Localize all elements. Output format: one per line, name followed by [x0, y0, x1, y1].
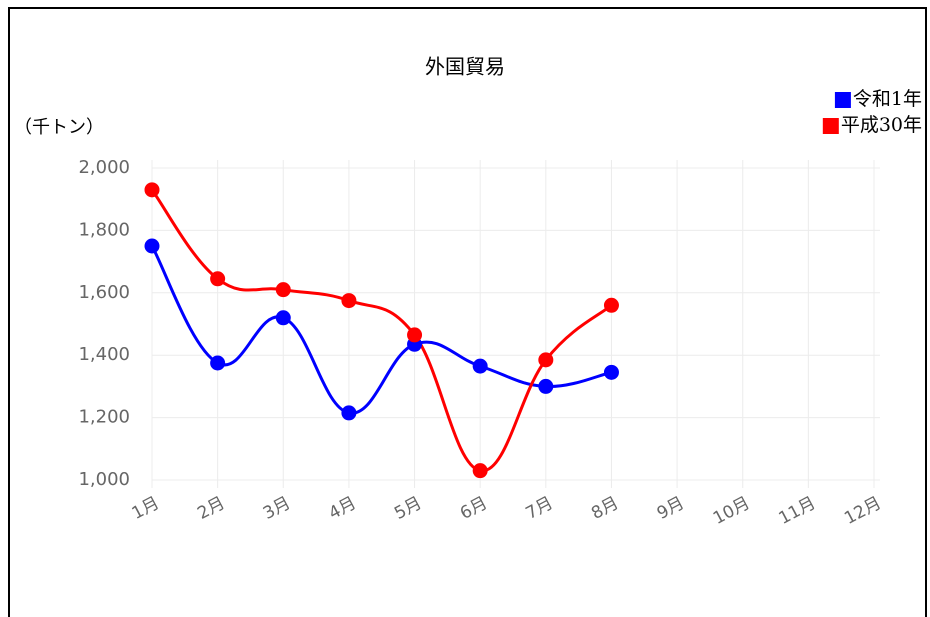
- legend-label: 平成30年: [841, 114, 922, 136]
- data-point: [144, 238, 160, 254]
- data-point: [472, 358, 488, 374]
- y-tick-label: 1,000: [78, 469, 130, 490]
- series-line: [150, 188, 613, 473]
- data-point: [538, 352, 554, 368]
- data-point: [603, 297, 619, 313]
- data-point: [210, 271, 226, 287]
- data-point: [472, 463, 488, 479]
- data-point: [341, 405, 357, 421]
- data-point: [210, 355, 226, 371]
- data-point: [341, 293, 357, 309]
- legend-swatch: [822, 118, 839, 134]
- data-point: [144, 182, 160, 198]
- legend-label: 令和1年: [853, 88, 922, 110]
- chart-title: 外国貿易: [425, 55, 505, 79]
- legend-swatch: [834, 92, 851, 108]
- y-tick-label: 1,400: [78, 344, 130, 365]
- y-tick-label: 2,000: [78, 157, 130, 178]
- frame: [8, 7, 927, 617]
- y-tick-label: 1,600: [78, 282, 130, 303]
- data-point: [275, 282, 291, 298]
- data-point: [538, 378, 554, 394]
- y-tick-label: 1,200: [78, 407, 130, 428]
- data-point: [275, 310, 291, 326]
- data-point: [603, 364, 619, 380]
- y-tick-label: 1,800: [78, 219, 130, 240]
- data-point: [407, 327, 423, 343]
- y-axis-label: （千トン）: [14, 117, 104, 138]
